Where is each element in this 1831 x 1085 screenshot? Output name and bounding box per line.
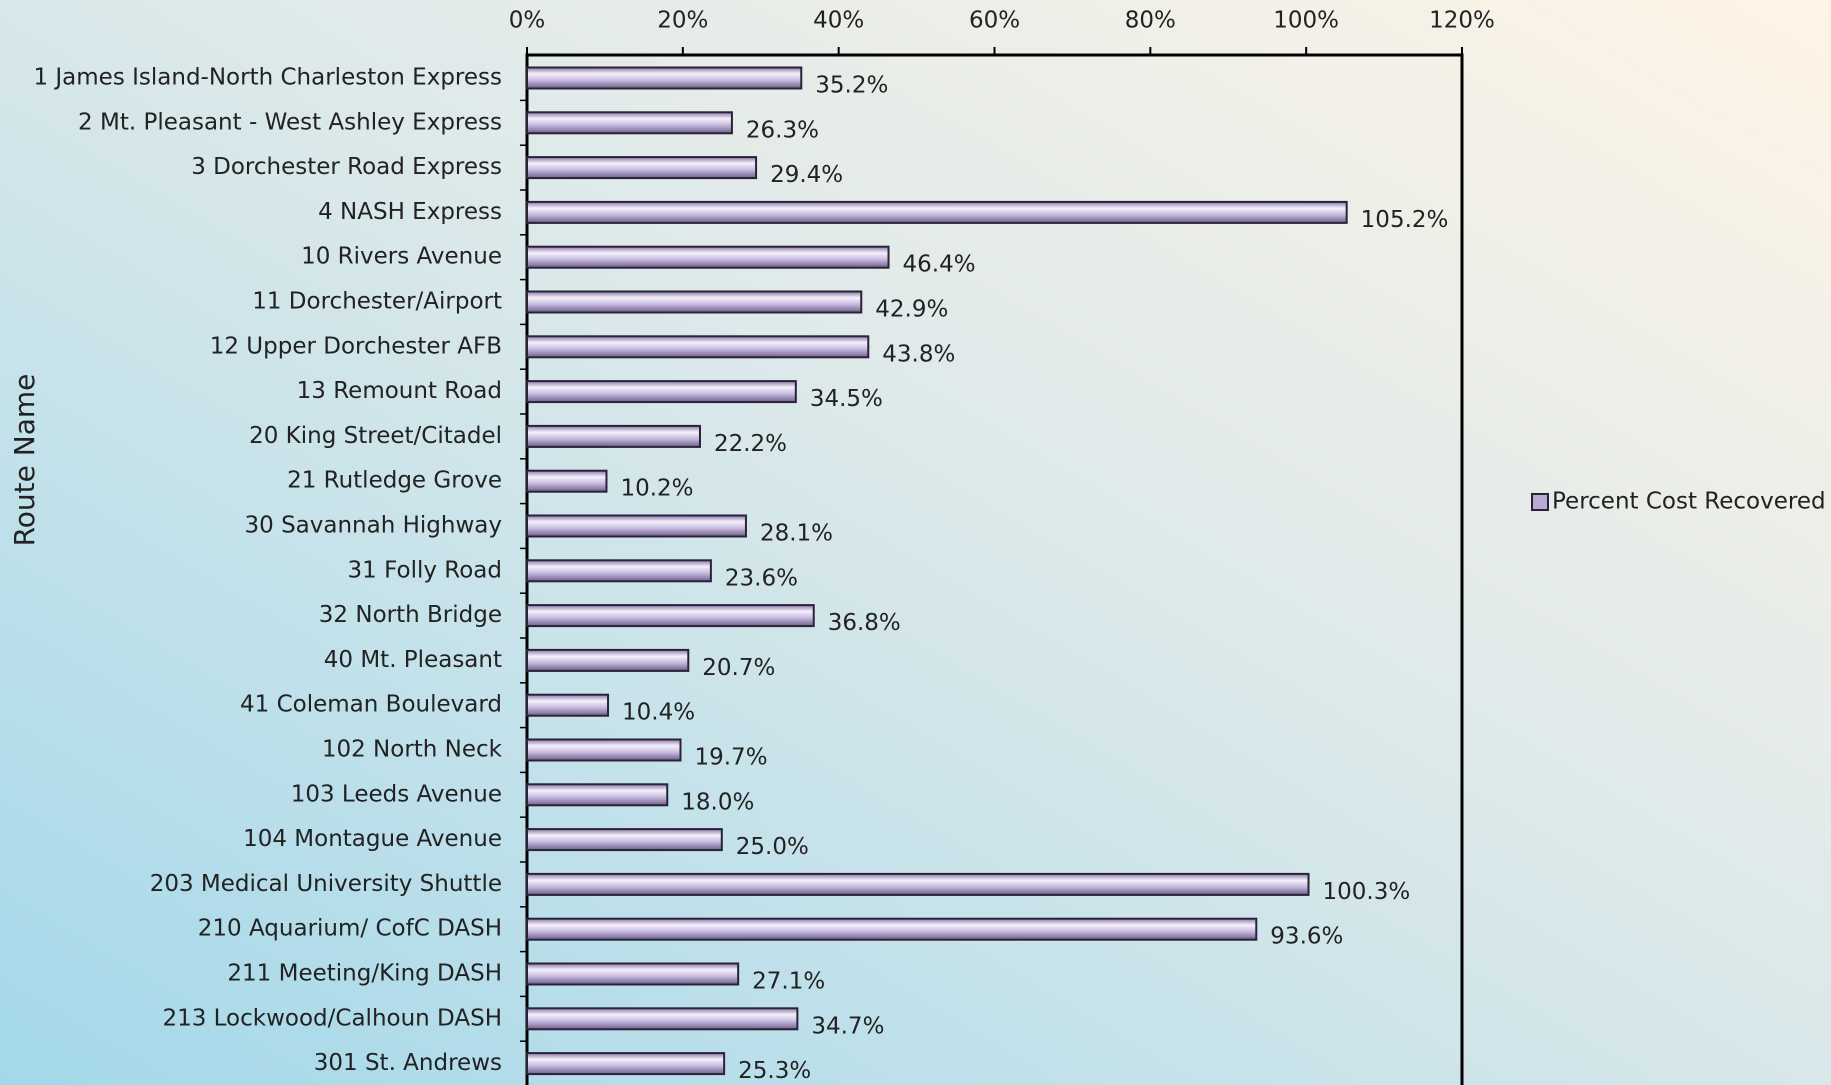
data-label: 43.8% (882, 341, 955, 367)
data-label: 25.0% (736, 834, 809, 860)
y-tick-label: 103 Leeds Avenue (291, 781, 502, 807)
data-label: 19.7% (694, 745, 767, 771)
bar (526, 693, 610, 717)
y-tick-label: 21 Rutledge Grove (287, 468, 502, 494)
data-label: 105.2% (1361, 207, 1449, 233)
bar (526, 559, 712, 583)
x-tick-label: 60% (969, 8, 1020, 34)
data-label: 100.3% (1323, 879, 1411, 905)
data-label: 18.0% (681, 789, 754, 815)
data-label: 34.5% (810, 386, 883, 412)
bar (526, 828, 723, 852)
bar (526, 604, 815, 628)
y-tick-label: 301 St. Andrews (314, 1050, 502, 1076)
data-label: 26.3% (746, 117, 819, 143)
x-tick-label: 0% (509, 8, 546, 34)
y-tick-label: 213 Lockwood/Calhoun DASH (162, 1005, 502, 1031)
bar (526, 514, 747, 538)
data-label: 35.2% (815, 73, 888, 99)
data-label: 29.4% (770, 162, 843, 188)
y-tick-label: 3 Dorchester Road Express (191, 154, 502, 180)
bar (526, 380, 797, 404)
x-tick-label: 100% (1273, 8, 1339, 34)
data-label: 10.2% (620, 476, 693, 502)
bar (526, 424, 701, 448)
data-label: 36.8% (828, 610, 901, 636)
y-tick-label: 1 James Island-North Charleston Express (33, 65, 502, 91)
data-label: 27.1% (752, 969, 825, 995)
data-label: 34.7% (811, 1013, 884, 1039)
data-label: 23.6% (725, 565, 798, 591)
data-label: 42.9% (875, 297, 948, 323)
y-tick-label: 211 Meeting/King DASH (227, 961, 502, 987)
bar (526, 469, 608, 493)
bar (526, 200, 1348, 224)
legend-label: Percent Cost Recovered (1552, 489, 1826, 515)
bar (526, 156, 758, 180)
bar (526, 290, 863, 314)
y-tick-label: 11 Dorchester/Airport (252, 289, 502, 315)
y-tick-label: 102 North Neck (322, 737, 503, 763)
bar (526, 648, 690, 672)
bar (526, 66, 803, 90)
y-tick-label: 210 Aquarium/ CofC DASH (198, 916, 502, 942)
y-tick-label: 2 Mt. Pleasant - West Ashley Express (78, 109, 502, 135)
bar (526, 111, 733, 135)
bar (526, 783, 669, 807)
y-tick-label: 32 North Bridge (319, 602, 502, 628)
y-tick-label: 104 Montague Avenue (243, 826, 502, 852)
x-tick-label: 120% (1429, 8, 1495, 34)
y-tick-label: 4 NASH Express (318, 199, 502, 225)
data-label: 22.2% (714, 431, 787, 457)
data-label: 25.3% (738, 1058, 811, 1084)
y-tick-label: 41 Coleman Boulevard (240, 692, 502, 718)
bar (526, 962, 740, 986)
x-tick-label: 80% (1125, 8, 1176, 34)
y-tick-label: 13 Remount Road (297, 378, 502, 404)
bar (526, 245, 890, 269)
y-tick-label: 20 King Street/Citadel (249, 423, 502, 449)
y-tick-label: 12 Upper Dorchester AFB (210, 333, 502, 359)
y-tick-label: 10 Rivers Avenue (301, 244, 502, 270)
y-tick-label: 30 Savannah Highway (245, 513, 503, 539)
data-label: 28.1% (760, 521, 833, 547)
data-label: 10.4% (622, 700, 695, 726)
x-tick-label: 40% (813, 8, 864, 34)
bar (526, 1052, 726, 1076)
bar (526, 917, 1258, 941)
bar (526, 738, 682, 762)
data-label: 46.4% (903, 252, 976, 278)
x-tick-label: 20% (657, 8, 708, 34)
bar (526, 1007, 799, 1031)
bar (526, 335, 870, 359)
y-tick-label: 31 Folly Road (348, 557, 502, 583)
data-label: 20.7% (702, 655, 775, 681)
y-tick-label: 40 Mt. Pleasant (324, 647, 502, 673)
bar (526, 872, 1310, 896)
legend-swatch (1531, 493, 1549, 511)
data-label: 93.6% (1270, 924, 1343, 950)
y-tick-label: 203 Medical University Shuttle (150, 871, 502, 897)
y-axis-label: Route Name (8, 374, 41, 547)
